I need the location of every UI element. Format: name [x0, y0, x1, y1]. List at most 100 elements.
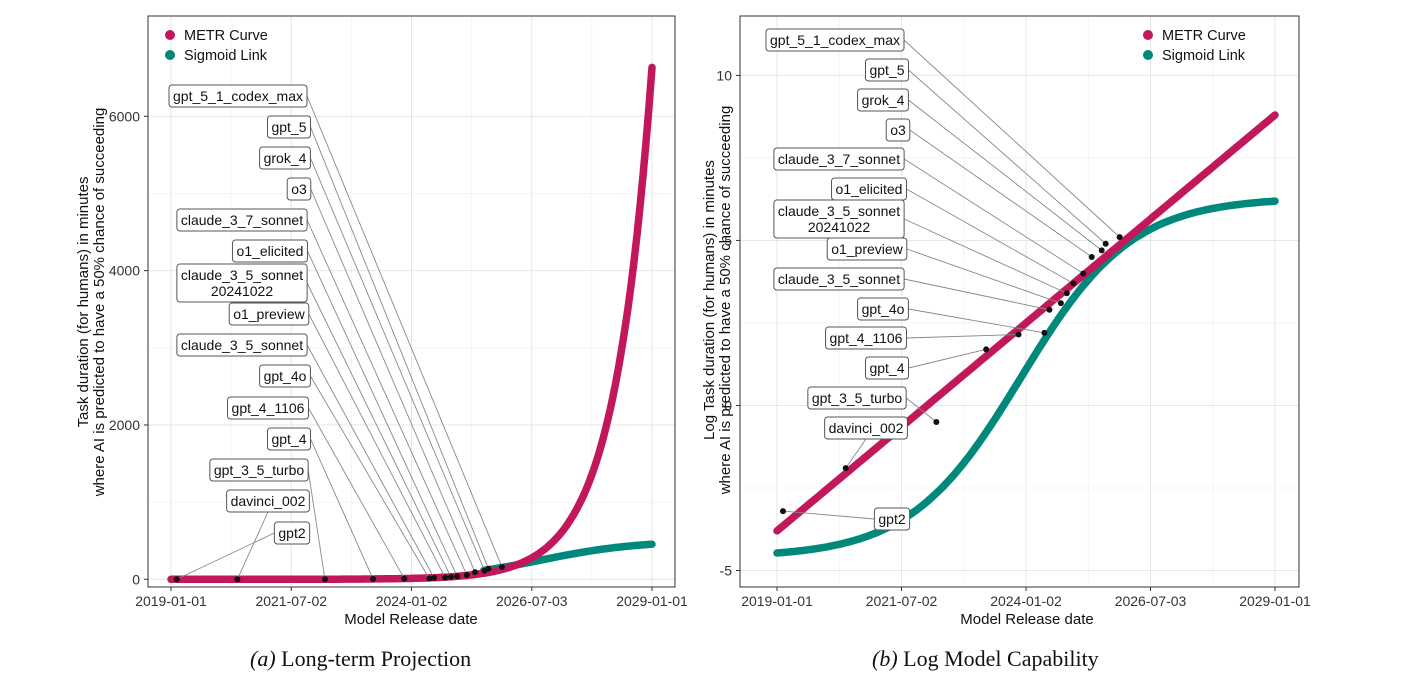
leader-line-o1_preview [906, 248, 1062, 304]
leader-line-davinci_002 [845, 438, 867, 469]
leader-line-davinci_002 [236, 511, 269, 580]
callout-gpt_4_1106: gpt_4_1106 [825, 326, 907, 350]
y-tick-label: 6000 [109, 108, 140, 124]
data-point-gpt_5_1_codex_max [1116, 234, 1123, 241]
callout-label-text: claude_3_5_sonnet [778, 203, 900, 219]
x-tick-label: 2029-01-01 [1239, 593, 1311, 609]
data-point-davinci_002 [842, 465, 849, 472]
series-lines [167, 63, 656, 584]
callout-o3: o3 [286, 177, 312, 201]
callout-box [209, 458, 309, 482]
leader-line-claude_3_7_sonnet [306, 219, 468, 576]
y-tick-label: 0 [724, 397, 732, 413]
y-tick-label: 2000 [109, 417, 140, 433]
callout-box [266, 427, 312, 451]
leader-line-o1_elicited [906, 188, 1074, 284]
leader-line-gpt2 [176, 532, 275, 580]
chart-long-term-projection: 2019-01-01 2021-07-02 2024-01-02 2026-07-03… [75, 15, 688, 628]
leader-line-o1_preview [308, 313, 446, 578]
y-tick-label: 5 [724, 232, 732, 248]
y-axis-title-line: where AI is predicted to have a 50% chan… [717, 106, 734, 496]
callout-box [259, 146, 311, 170]
callout-gpt2: gpt2 [873, 507, 911, 531]
data-point-o1_preview [1057, 300, 1064, 307]
y-tick-label: 0 [132, 571, 140, 587]
caption-b-text: Log Model Capability [903, 646, 1099, 671]
callout-label-text: gpt_5 [271, 119, 306, 135]
leader-line-gpt_5 [908, 69, 1106, 245]
callout-box [826, 237, 908, 261]
callout-label-text: grok_4 [862, 92, 905, 108]
data-point-grok_4 [1098, 247, 1105, 254]
y-axis-title-line: where AI is predicted to have a 50% chan… [91, 108, 108, 498]
callout-box [273, 521, 311, 545]
callout-label-text: 20241022 [211, 283, 274, 299]
series-line-metr-curve [773, 111, 1279, 535]
leader-line-gpt_5 [310, 126, 489, 569]
callout-o1_elicited: o1_elicited [232, 239, 308, 263]
callout-leaders [176, 95, 503, 580]
leader-line-claude_3_5_sonnet_20241022 [306, 282, 452, 578]
callout-box [873, 507, 911, 531]
x-axis-title: Model Release date [960, 611, 1093, 628]
callout-box [773, 267, 905, 291]
callout-label-text: claude_3_5_sonnet [181, 267, 303, 283]
x-tick-label: 2019-01-01 [741, 593, 813, 609]
leader-line-gpt_4_1106 [906, 334, 1019, 339]
data-point-gpt_5 [485, 565, 492, 572]
callout-gpt_5_1_codex_max: gpt_5_1_codex_max [168, 84, 308, 108]
plot-border [739, 15, 1300, 588]
leader-line-claude_3_5_sonnet [306, 344, 435, 579]
caption-a-text: Long-term Projection [281, 646, 472, 671]
callout-gpt_5_1_codex_max: gpt_5_1_codex_max [765, 28, 905, 52]
data-point-gpt_5 [1102, 240, 1109, 247]
callout-label-text: o1_elicited [237, 243, 304, 259]
leader-line-o3 [909, 129, 1092, 258]
callout-label-text: gpt_4o [264, 368, 307, 384]
x-tick-label: 2024-01-02 [990, 593, 1062, 609]
callout-box [807, 386, 907, 410]
callout-box [176, 263, 308, 303]
data-point-davinci_002 [234, 576, 241, 583]
callout-box [168, 84, 308, 108]
leader-line-gpt_4_1106 [308, 407, 405, 579]
caption-a: (a) Long-term Projection [250, 646, 471, 672]
data-point-gpt_4_1106 [401, 575, 408, 582]
callout-label-text: gpt_4 [869, 360, 904, 376]
data-point-claude_3_5_sonnet [431, 574, 438, 581]
x-tick-label: 2019-01-01 [135, 593, 207, 609]
callout-o1_elicited: o1_elicited [831, 177, 907, 201]
callout-gpt_4: gpt_4 [864, 356, 910, 380]
callout-box [266, 115, 312, 139]
legend-label: METR Curve [1162, 28, 1246, 44]
leader-line-gpt_4o [908, 308, 1045, 334]
data-point-o1_elicited [454, 573, 461, 580]
callout-label-text: claude_3_7_sonnet [778, 151, 900, 167]
legend-swatch [1143, 50, 1153, 60]
callout-box [176, 208, 308, 232]
y-tick-label: 4000 [109, 263, 140, 279]
callout-label-text: gpt_4_1106 [830, 330, 903, 346]
leader-line-grok_4 [309, 157, 486, 571]
callout-box [824, 416, 908, 440]
callout-label-text: claude_3_5_sonnet [778, 271, 900, 287]
callout-label-text: gpt_3_5_turbo [214, 462, 305, 478]
callout-davinci_002: davinci_002 [824, 416, 908, 440]
callout-grok_4: grok_4 [857, 88, 909, 112]
legend-swatch [1143, 30, 1153, 40]
callout-label-text: gpt_3_5_turbo [812, 390, 903, 406]
data-point-gpt2 [173, 576, 180, 583]
leader-line-gpt_5_1_codex_max [903, 39, 1120, 238]
leader-line-grok_4 [908, 99, 1102, 251]
callout-label-text: o3 [890, 122, 906, 138]
callout-box [259, 364, 311, 388]
callout-gpt_5: gpt_5 [266, 115, 312, 139]
callout-o1_preview: o1_preview [826, 237, 908, 261]
callout-label-text: grok_4 [264, 150, 307, 166]
y-axis-title-line: Task duration (for humans) in minutes [75, 177, 92, 428]
y-tick-label: 10 [716, 67, 732, 83]
leader-line-gpt2 [782, 510, 875, 520]
caption-b: (b) Log Model Capability [872, 646, 1099, 672]
